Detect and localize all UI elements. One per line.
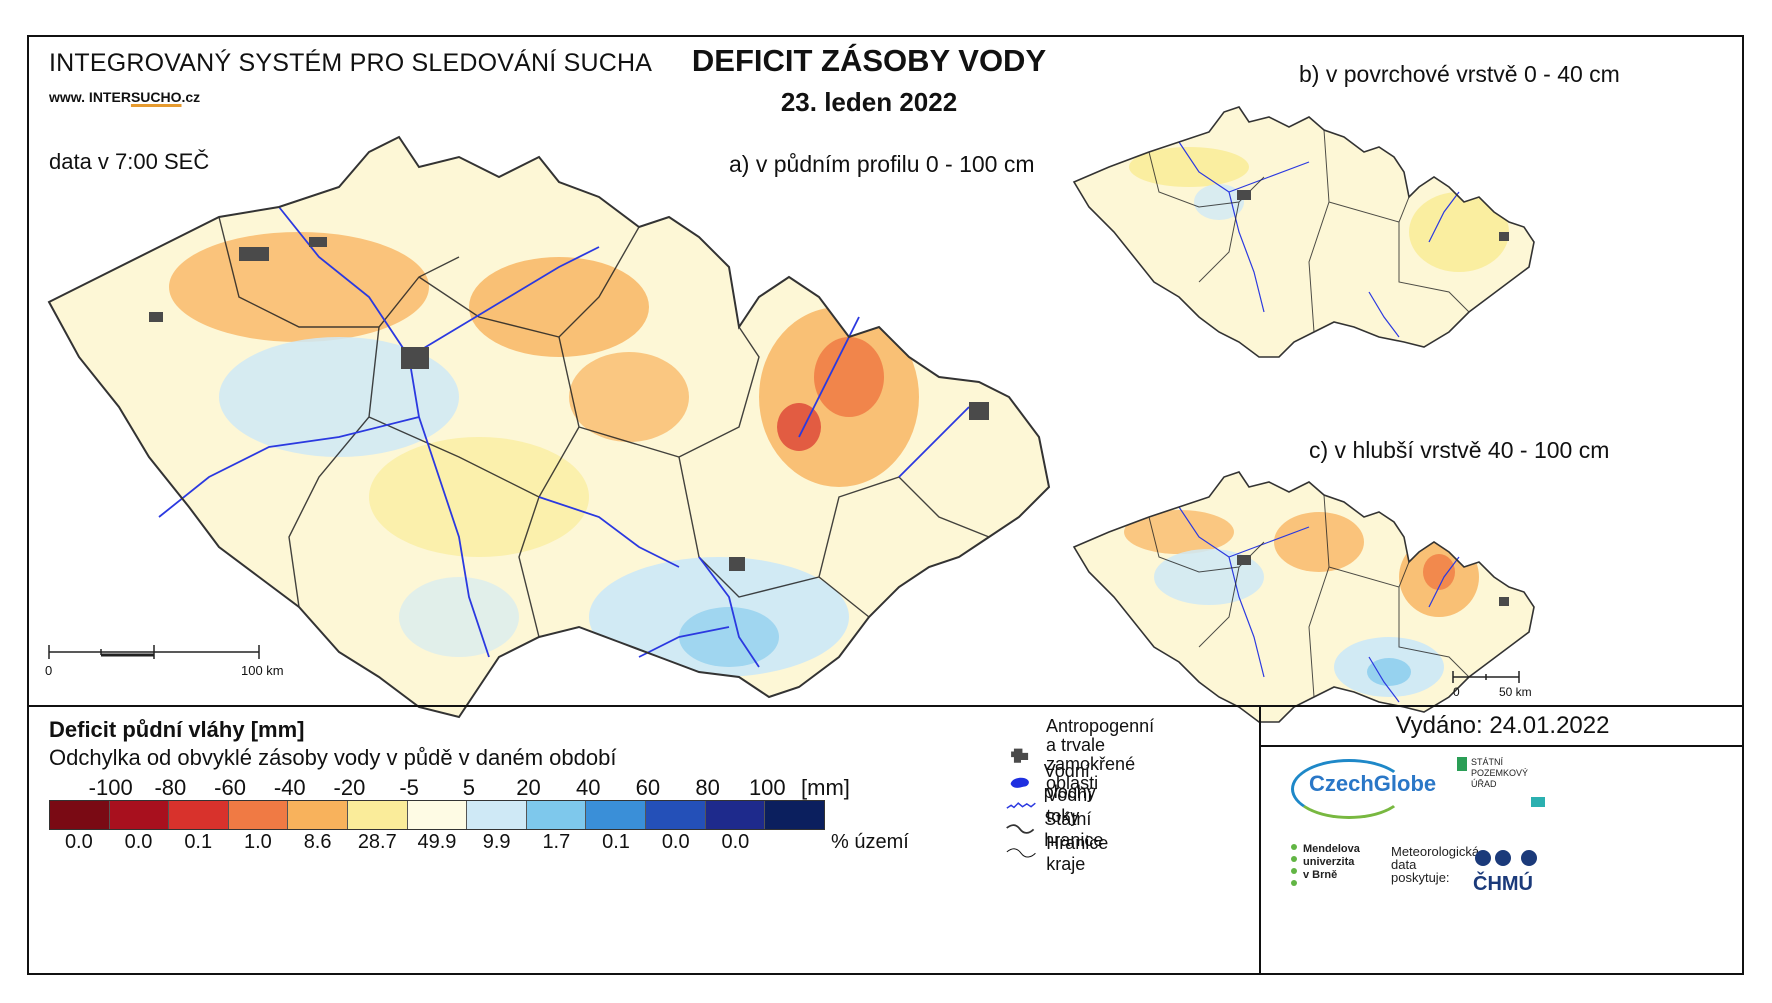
- legend-state-border: Státní hranice: [1004, 809, 1119, 851]
- top-map-label: b) v povrchové vrstvě 0 - 40 cm: [1299, 61, 1620, 87]
- legend-separator: [29, 705, 1742, 707]
- top-map: [1072, 106, 1535, 358]
- legend-swatch: [646, 801, 706, 829]
- legend-percentage: 8.6: [303, 831, 332, 853]
- bottom-scale-start: 0: [1453, 685, 1460, 699]
- map-title: DEFICIT ZÁSOBY VODY: [691, 43, 1047, 78]
- legend-swatch: [705, 801, 766, 829]
- mendel-logo-dots: [1289, 843, 1299, 894]
- legend-tick-label: -100: [88, 775, 133, 800]
- map-date: 23. leden 2022: [780, 87, 958, 117]
- legend-swatch: [407, 801, 468, 829]
- issued-date: Vydáno: 24.01.2022: [1261, 705, 1744, 747]
- spu-logo-mark: [1457, 757, 1467, 771]
- main-scale-start: 0: [45, 663, 53, 678]
- legend-percentage: 1.7: [542, 831, 571, 853]
- legend-swatch: [50, 801, 110, 829]
- legend-percentage: 0.0: [721, 831, 750, 853]
- legend-subtitle: Odchylka od obvyklé zásoby vody v půdě v…: [49, 745, 617, 770]
- legend-swatch: [288, 801, 349, 829]
- legend-tick-label: -40: [273, 775, 306, 800]
- legend-tick-label: 40: [575, 775, 601, 800]
- spu-logo[interactable]: STÁTNÍ POZEMKOVÝ ÚŘAD: [1471, 757, 1529, 789]
- legend-water-body: Vodní plochy: [1004, 761, 1112, 803]
- state-border-icon: [1006, 824, 1035, 834]
- legend-swatch: [586, 801, 647, 829]
- legend-percentage: 0.1: [602, 831, 630, 853]
- legend-swatch: [526, 801, 587, 829]
- bottom-map-label: c) v hlubší vrstvě 40 - 100 cm: [1309, 437, 1610, 463]
- main-scale-bar: [48, 645, 260, 659]
- legend-swatch: [109, 801, 170, 829]
- legend-percentage: 0.1: [184, 831, 213, 853]
- legend-swatch: [169, 801, 229, 829]
- legend-swatch: [228, 801, 289, 829]
- legend-tick-label: 20: [516, 775, 541, 800]
- legend-color-bar: [49, 800, 825, 830]
- legend-swatch: [765, 801, 824, 829]
- region-border-icon: [1006, 848, 1036, 858]
- legend-urban-area: Antropogenní a trvale zamokřené oblasti: [1004, 717, 1168, 793]
- legend-tick-label: 100: [748, 775, 786, 800]
- issued-box: Vydáno: 24.01.2022 CzechGlobe STÁTNÍ POZ…: [1259, 705, 1744, 975]
- legend-percentage: 0.0: [124, 831, 153, 853]
- legend-percentage: 9.9: [482, 831, 511, 853]
- mendel-logo[interactable]: Mendelova univerzita v Brně: [1303, 843, 1360, 881]
- legend-swatch: [467, 801, 527, 829]
- legend-percentage: 28.7: [357, 831, 397, 853]
- legend-percentages: 0.0 0.0 0.1 1.0 8.6 28.7 49.9 9.9 1.7 0.1 0.0 0.0: [49, 831, 825, 857]
- website-url[interactable]: www. INTERSUCHO.cz: [49, 89, 201, 105]
- river-icon: [1006, 802, 1036, 809]
- bottom-scale-end: 50 km: [1499, 685, 1532, 699]
- legend-region-border: Hranice kraje: [1004, 833, 1122, 875]
- legend-tick-label: 80: [695, 775, 720, 800]
- legend-tick-label: -80: [154, 775, 187, 800]
- spu-logo-accent: [1531, 797, 1545, 807]
- map-frame: INTEGROVANÝ SYSTÉM PRO SLEDOVÁNÍ SUCHA w…: [27, 35, 1744, 975]
- main-map-label: a) v půdním profilu 0 - 100 cm: [729, 151, 1035, 177]
- main-map: [47, 135, 1051, 719]
- legend-tick-label: 5: [462, 775, 475, 800]
- czechglobe-logo[interactable]: CzechGlobe: [1309, 771, 1437, 796]
- legend-tick-label: 60: [635, 775, 661, 800]
- system-name: INTEGROVANÝ SYSTÉM PRO SLEDOVÁNÍ SUCHA: [49, 49, 653, 77]
- czechglobe-logo-ring: [1291, 759, 1407, 819]
- legend-ticks: -100 -80 -60 -40 -20 -5 5 20 40 60 80 100: [51, 775, 851, 801]
- urban-area-icon: [1011, 748, 1029, 763]
- legend-unit: [mm]: [801, 775, 850, 800]
- legend-title: Deficit půdní vláhy [mm]: [49, 717, 305, 742]
- legend-percentage: 49.9: [417, 831, 457, 853]
- legend-percent-unit: % území: [831, 831, 909, 853]
- bottom-map: [1072, 471, 1535, 723]
- legend-tick-label: -20: [333, 775, 366, 800]
- legend-tick-label: -60: [214, 775, 246, 800]
- meteo-data-note: Meteorologická data poskytuje:: [1391, 844, 1480, 885]
- main-scale-end: 100 km: [241, 663, 284, 678]
- legend-tick-label: -5: [399, 775, 419, 800]
- legend-percentage: 1.0: [244, 831, 272, 853]
- legend-swatch: [348, 801, 408, 829]
- water-body-icon: [1010, 777, 1029, 788]
- chmu-logo-mark: [1473, 847, 1543, 874]
- legend-percentage: [765, 831, 825, 857]
- legend-river: Vodní toky: [1004, 785, 1106, 827]
- bottom-scale-bar: [1452, 671, 1520, 683]
- legend-percentage: 0.0: [661, 831, 690, 853]
- data-time-note: data v 7:00 SEČ: [49, 149, 210, 174]
- chmu-logo[interactable]: ČHMÚ: [1473, 873, 1533, 895]
- legend-percentage: 0.0: [64, 831, 93, 853]
